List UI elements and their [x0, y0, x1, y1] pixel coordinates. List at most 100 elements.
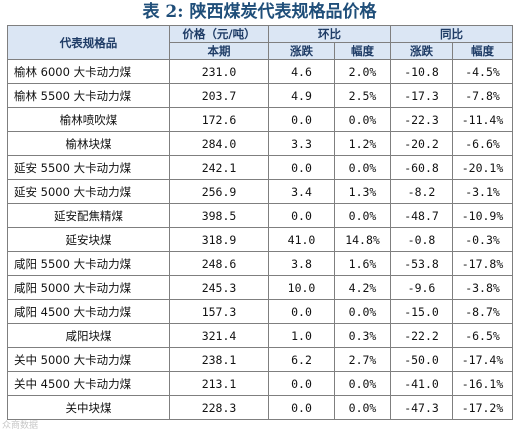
mom-change: 3.8: [268, 251, 335, 276]
yoy-change: -22.3: [390, 107, 453, 132]
mom-change: 10.0: [268, 275, 335, 300]
yoy-pct: -11.4%: [452, 107, 513, 132]
header-row-2: 本期 涨跌 幅度 涨跌 幅度: [8, 42, 513, 60]
table-row: 延安配焦精煤 398.5 0.0 0.0% -48.7 -10.9%: [7, 203, 513, 228]
mom-pct: 1.6%: [334, 251, 391, 276]
table-row: 咸阳 4500 大卡动力煤 157.3 0.0 0.0% -15.0 -8.7%: [7, 299, 513, 324]
table-row: 关中 4500 大卡动力煤 213.1 0.0 0.0% -41.0 -16.1…: [7, 371, 513, 396]
mom-pct: 0.0%: [334, 371, 391, 396]
current-price: 256.9: [169, 179, 269, 204]
table-row: 榆林块煤 284.0 3.3 1.2% -20.2 -6.6%: [7, 131, 513, 156]
current-price: 398.5: [169, 203, 269, 228]
yoy-change: -22.2: [390, 323, 453, 348]
yoy-change: -50.0: [390, 347, 453, 372]
mom-change: 4.6: [268, 59, 335, 84]
product-name: 咸阳块煤: [7, 323, 170, 348]
mom-change: 3.4: [268, 179, 335, 204]
yoy-change: -9.6: [390, 275, 453, 300]
current-price: 318.9: [169, 227, 269, 252]
product-name: 关中 5000 大卡动力煤: [7, 347, 170, 372]
table-row: 咸阳 5500 大卡动力煤 248.6 3.8 1.6% -53.8 -17.8…: [7, 251, 513, 276]
header-mom-change: 涨跌: [268, 42, 335, 60]
current-price: 231.0: [169, 59, 269, 84]
product-name: 咸阳 5500 大卡动力煤: [7, 251, 170, 276]
product-name: 延安 5000 大卡动力煤: [7, 179, 170, 204]
current-price: 172.6: [169, 107, 269, 132]
mom-pct: 2.0%: [334, 59, 391, 84]
mom-change: 0.0: [268, 203, 335, 228]
table-row: 延安 5500 大卡动力煤 242.1 0.0 0.0% -60.8 -20.1…: [7, 155, 513, 180]
header-product: 代表规格品: [7, 25, 170, 60]
mom-pct: 1.3%: [334, 179, 391, 204]
current-price: 157.3: [169, 299, 269, 324]
header-yoy-change: 涨跌: [390, 42, 453, 60]
yoy-change: -17.3: [390, 83, 453, 108]
table-row: 榆林喷吹煤 172.6 0.0 0.0% -22.3 -11.4%: [7, 107, 513, 132]
table-row: 榆林 5500 大卡动力煤 203.7 4.9 2.5% -17.3 -7.8%: [7, 83, 513, 108]
product-name: 关中 4500 大卡动力煤: [7, 371, 170, 396]
yoy-pct: -4.5%: [452, 59, 513, 84]
yoy-pct: -0.3%: [452, 227, 513, 252]
current-price: 238.1: [169, 347, 269, 372]
yoy-change: -53.8: [390, 251, 453, 276]
yoy-pct: -17.4%: [452, 347, 513, 372]
mom-change: 0.0: [268, 395, 335, 420]
yoy-pct: -20.1%: [452, 155, 513, 180]
yoy-pct: -6.6%: [452, 131, 513, 156]
mom-change: 0.0: [268, 107, 335, 132]
watermark: 众商数据: [2, 421, 39, 431]
yoy-pct: -8.7%: [452, 299, 513, 324]
mom-pct: 2.5%: [334, 83, 391, 108]
table-row: 关中块煤 228.3 0.0 0.0% -47.3 -17.2%: [7, 395, 513, 420]
product-name: 榆林喷吹煤: [7, 107, 170, 132]
yoy-change: -8.2: [390, 179, 453, 204]
yoy-change: -0.8: [390, 227, 453, 252]
mom-pct: 0.0%: [334, 107, 391, 132]
yoy-pct: -10.9%: [452, 203, 513, 228]
current-price: 284.0: [169, 131, 269, 156]
yoy-pct: -3.8%: [452, 275, 513, 300]
yoy-pct: -7.8%: [452, 83, 513, 108]
product-name: 榆林块煤: [7, 131, 170, 156]
mom-change: 4.9: [268, 83, 335, 108]
header-mom-pct: 幅度: [334, 42, 391, 60]
product-name: 延安块煤: [7, 227, 170, 252]
yoy-change: -20.2: [390, 131, 453, 156]
mom-pct: 1.2%: [334, 131, 391, 156]
header-mom: 环比: [268, 25, 391, 43]
current-price: 245.3: [169, 275, 269, 300]
yoy-pct: -17.2%: [452, 395, 513, 420]
yoy-change: -47.3: [390, 395, 453, 420]
yoy-change: -48.7: [390, 203, 453, 228]
header-yoy-pct: 幅度: [452, 42, 513, 60]
mom-change: 1.0: [268, 323, 335, 348]
yoy-change: -10.8: [390, 59, 453, 84]
yoy-pct: -3.1%: [452, 179, 513, 204]
table-row: 关中 5000 大卡动力煤 238.1 6.2 2.7% -50.0 -17.4…: [7, 347, 513, 372]
product-name: 榆林 5500 大卡动力煤: [7, 83, 170, 108]
yoy-change: -41.0: [390, 371, 453, 396]
mom-pct: 0.0%: [334, 395, 391, 420]
table-row: 延安块煤 318.9 41.0 14.8% -0.8 -0.3%: [7, 227, 513, 252]
current-price: 321.4: [169, 323, 269, 348]
current-price: 228.3: [169, 395, 269, 420]
mom-change: 0.0: [268, 299, 335, 324]
current-price: 213.1: [169, 371, 269, 396]
mom-pct: 0.0%: [334, 299, 391, 324]
current-price: 242.1: [169, 155, 269, 180]
header-row-1: 代表规格品 价格（元/吨） 环比 同比: [7, 25, 513, 60]
table-row: 咸阳 5000 大卡动力煤 245.3 10.0 4.2% -9.6 -3.8%: [7, 275, 513, 300]
mom-pct: 0.0%: [334, 155, 391, 180]
mom-pct: 0.0%: [334, 203, 391, 228]
mom-pct: 2.7%: [334, 347, 391, 372]
mom-pct: 4.2%: [334, 275, 391, 300]
mom-pct: 14.8%: [334, 227, 391, 252]
header-price: 价格（元/吨）: [169, 25, 269, 43]
mom-change: 3.3: [268, 131, 335, 156]
header-current: 本期: [169, 42, 269, 60]
table-row: 延安 5000 大卡动力煤 256.9 3.4 1.3% -8.2 -3.1%: [7, 179, 513, 204]
table-body: 榆林 6000 大卡动力煤 231.0 4.6 2.0% -10.8 -4.5%…: [7, 59, 513, 420]
mom-pct: 0.3%: [334, 323, 391, 348]
yoy-pct: -17.8%: [452, 251, 513, 276]
table-title: 表 2: 陕西煤炭代表规格品价格: [142, 2, 377, 22]
